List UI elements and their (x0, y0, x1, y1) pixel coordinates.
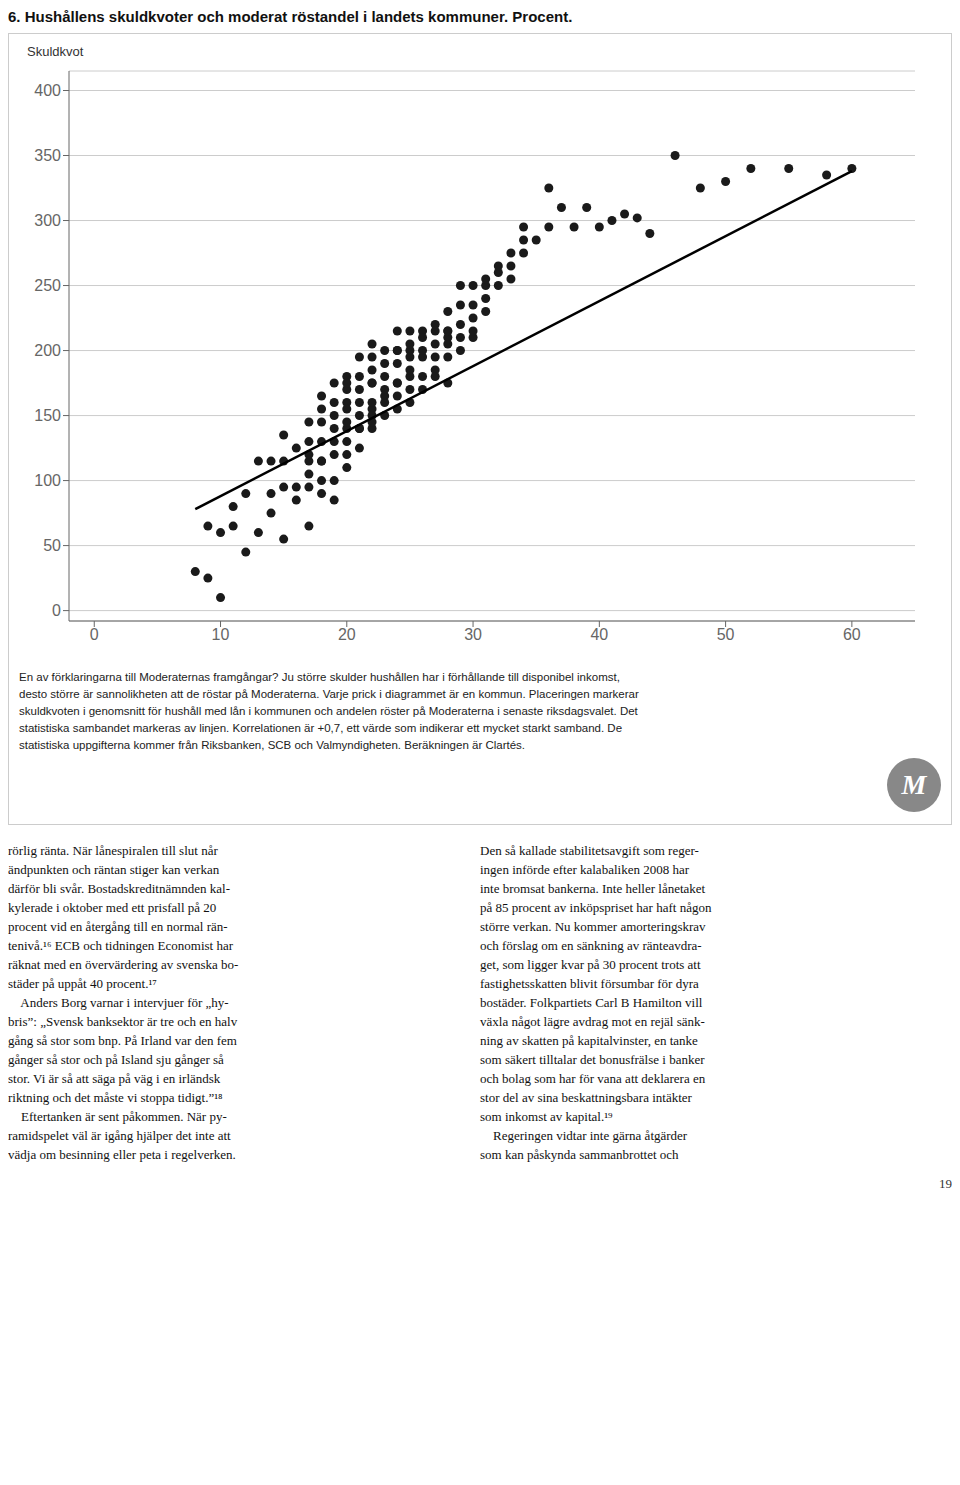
html-text:procent vid en återgång till e: procent vid en återgång till en normal r… (8, 919, 228, 934)
svg-text:300: 300 (34, 212, 61, 229)
html-text:M: M (901, 769, 927, 800)
svg-text:10: 10 (212, 626, 230, 643)
html-text:ning av skatten på kapitalvins: ning av skatten på kapitalvinster, en ta… (480, 1033, 698, 1048)
html-text:6. Hushållens skuldkvoter och: 6. Hushållens skuldkvoter och moderat rö… (8, 8, 573, 25)
html-text:19: 19 (939, 1176, 952, 1191)
html-text:get, som ligger kvar på 30 pro: get, som ligger kvar på 30 procent trots… (480, 957, 701, 972)
html-text:ramidspelet väl är igång hjälp: ramidspelet väl är igång hjälper det int… (8, 1128, 231, 1143)
html-text:bostäder. Folkpartiets Carl B: bostäder. Folkpartiets Carl B Hamilton v… (480, 995, 703, 1010)
html-text:därför bli svår. Bostadskredit: därför bli svår. Bostadskreditnämnden ka… (8, 881, 230, 896)
html-text:vädja om besinning eller peta: vädja om besinning eller peta i regelver… (8, 1147, 236, 1162)
html-text:ingen införde efter kalabalike: ingen införde efter kalabaliken 2008 har (480, 862, 689, 877)
html-text:statistiska uppgifterna kommer: statistiska uppgifterna kommer från Riks… (19, 739, 525, 751)
html-text:som kan påskynda sammanbrottet: som kan påskynda sammanbrottet och (480, 1147, 679, 1162)
html-text:rörlig ränta. När lånespiralen: rörlig ränta. När lånespiralen till slut… (8, 843, 218, 858)
html-text:och bolag som har för vana att: och bolag som har för vana att deklarera… (480, 1071, 706, 1086)
html-text:stor del av sina beskattningsb: stor del av sina beskattningsbara intäkt… (480, 1090, 692, 1105)
svg-text:50: 50 (43, 537, 61, 554)
html-text:Eftertanken är sent påkommen.: Eftertanken är sent påkommen. När py- (8, 1109, 227, 1124)
svg-text:250: 250 (34, 277, 61, 294)
html-text:räknat med en övervärdering av: räknat med en övervärdering av svenska b… (8, 957, 239, 972)
html-text:gånger så stor och på Island s: gånger så stor och på Island sju gånger … (8, 1052, 224, 1067)
html-text:städer på uppåt 40 procent.¹⁷: städer på uppåt 40 procent.¹⁷ (8, 976, 157, 991)
html-text:En av förklaringarna till Mode: En av förklaringarna till Moderaternas f… (19, 671, 620, 683)
html-text:Skuldkvot: Skuldkvot (27, 44, 84, 59)
svg-text:0: 0 (52, 602, 61, 619)
html-text:Den så kallade stabilitetsavgi: Den så kallade stabilitetsavgift som reg… (480, 843, 699, 858)
html-text:kylerade i oktober med ett pri: kylerade i oktober med ett prisfall på 2… (8, 900, 217, 915)
svg-text:50: 50 (717, 626, 735, 643)
html-text:som säkert tilltalar det bonus: som säkert tilltalar det bonusfrälse i b… (480, 1052, 705, 1067)
svg-text:400: 400 (34, 82, 61, 99)
html-text:inte bromsat bankerna. Inte he: inte bromsat bankerna. Inte heller lånet… (480, 881, 706, 896)
html-text:stor. Vi är så att säga på väg: stor. Vi är så att säga på väg i en irlä… (8, 1071, 221, 1086)
html-text:växla något lägre avdrag mot e: växla något lägre avdrag mot en rejäl sä… (480, 1014, 705, 1029)
svg-text:30: 30 (464, 626, 482, 643)
svg-text:150: 150 (34, 407, 61, 424)
svg-text:0: 0 (90, 626, 99, 643)
svg-text:40: 40 (590, 626, 608, 643)
html-text:som inkomst av kapital.¹⁹: som inkomst av kapital.¹⁹ (480, 1109, 613, 1124)
html-text:desto större är sannolikheten: desto större är sannolikheten att de rös… (19, 688, 639, 700)
html-text:ändpunkten och räntan stiger k: ändpunkten och räntan stiger kan verkan (8, 862, 220, 877)
html-text:bris”: „Svensk banksektor är t: bris”: „Svensk banksektor är tre och en … (8, 1014, 238, 1029)
svg-text:200: 200 (34, 342, 61, 359)
html-text:skuldkvoten i genomsnitt för h: skuldkvoten i genomsnitt för hushåll med… (19, 705, 638, 717)
svg-text:100: 100 (34, 472, 61, 489)
html-text:och förslag om en sänkning av: och förslag om en sänkning av ränteavdra… (480, 938, 702, 953)
html-text:Anders Borg varnar i intervjue: Anders Borg varnar i intervjuer för „hy- (8, 995, 229, 1010)
svg-text:60: 60 (843, 626, 861, 643)
html-text:gång så stor som bnp. På Irlan: gång så stor som bnp. På Irland var den … (8, 1033, 237, 1048)
html-text:på 85 procent av inköpspriset: på 85 procent av inköpspriset har haft n… (480, 900, 712, 915)
html-text:tenivå.¹⁶ ECB och tidningen Ec: tenivå.¹⁶ ECB och tidningen Economist ha… (8, 938, 234, 953)
html-text:statistiska sambandet markeras: statistiska sambandet markeras av linjen… (19, 722, 623, 734)
svg-text:350: 350 (34, 147, 61, 164)
svg-text:20: 20 (338, 626, 356, 643)
html-text:riktning och det måste vi stop: riktning och det måste vi stoppa tidigt.… (8, 1090, 223, 1105)
html-text:Regeringen vidtar inte gärna å: Regeringen vidtar inte gärna åtgärder (480, 1128, 688, 1143)
html-text:fastighetsskatten blivit försu: fastighetsskatten blivit försumbar för d… (480, 976, 699, 991)
html-text:större verkan. Nu kommer amort: större verkan. Nu kommer amorteringskrav (480, 919, 706, 934)
